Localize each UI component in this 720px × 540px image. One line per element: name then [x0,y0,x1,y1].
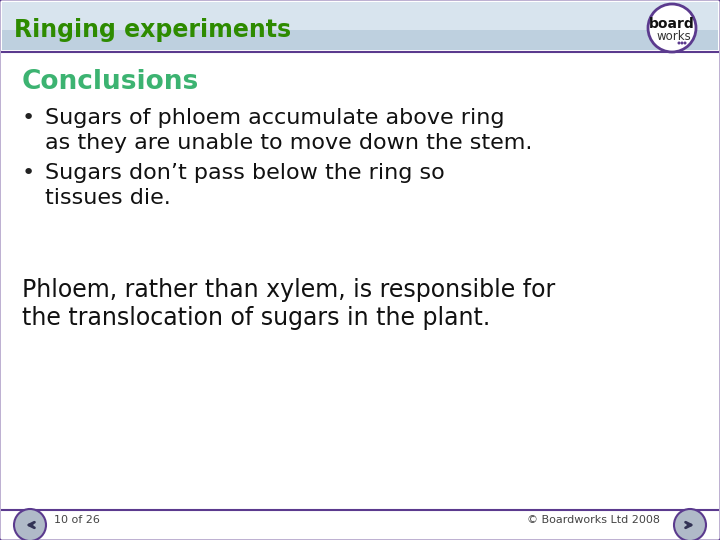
Circle shape [680,42,683,44]
Text: works: works [657,30,691,43]
Text: board: board [649,17,695,31]
Text: •: • [22,163,35,183]
Polygon shape [2,2,718,30]
Text: 10 of 26: 10 of 26 [54,515,100,525]
Text: Sugars of phloem accumulate above ring: Sugars of phloem accumulate above ring [45,108,505,128]
Text: © Boardworks Ltd 2008: © Boardworks Ltd 2008 [527,515,660,525]
Text: Sugars don’t pass below the ring so: Sugars don’t pass below the ring so [45,163,445,183]
Circle shape [678,42,680,44]
Text: Phloem, rather than xylem, is responsible for: Phloem, rather than xylem, is responsibl… [22,278,555,302]
Text: tissues die.: tissues die. [45,188,171,208]
Circle shape [683,42,686,44]
Polygon shape [2,30,718,50]
Circle shape [648,4,696,52]
Circle shape [674,509,706,540]
Text: Ringing experiments: Ringing experiments [14,18,291,42]
Text: Conclusions: Conclusions [22,69,199,95]
Circle shape [14,509,46,540]
Text: the translocation of sugars in the plant.: the translocation of sugars in the plant… [22,306,490,330]
Text: as they are unable to move down the stem.: as they are unable to move down the stem… [45,133,532,153]
Text: •: • [22,108,35,128]
